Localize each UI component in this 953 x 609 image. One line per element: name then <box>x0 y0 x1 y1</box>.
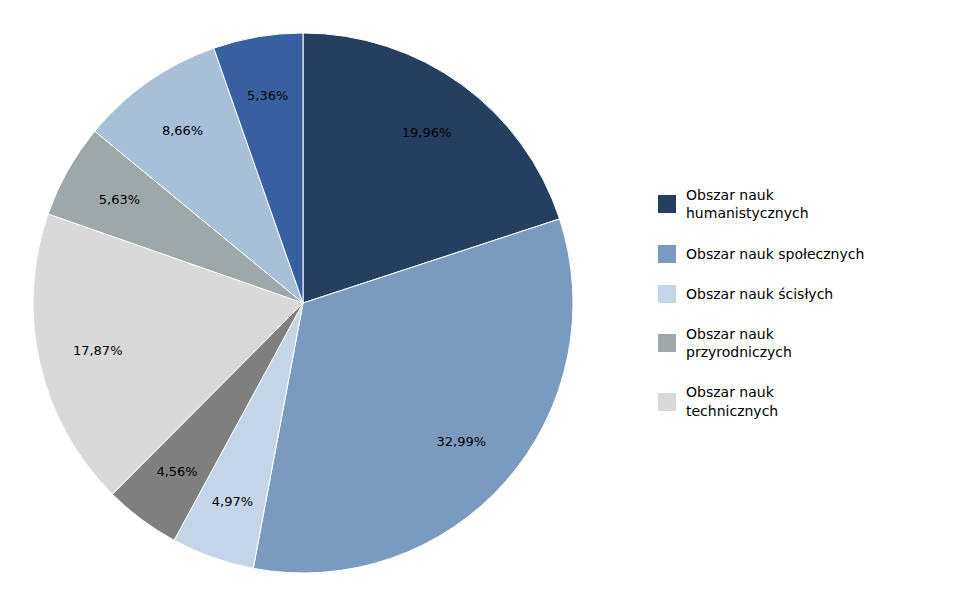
svg-text:32,99%: 32,99% <box>437 434 487 449</box>
svg-text:17,87%: 17,87% <box>73 343 123 358</box>
svg-text:5,63%: 5,63% <box>99 192 140 207</box>
html-text:Obszar nauk przyrodniczych: Obszar nauk przyrodniczych <box>686 326 792 361</box>
html-text:Obszar nauk humanistycznych: Obszar nauk humanistycznych <box>686 187 809 222</box>
svg-text:4,56%: 4,56% <box>156 464 197 479</box>
html-text:Obszar nauk technicznych: Obszar nauk technicznych <box>686 384 779 419</box>
svg-text:5,36%: 5,36% <box>247 88 288 103</box>
html-text:Obszar nauk społecznych: Obszar nauk społecznych <box>686 245 865 262</box>
svg-text:4,97%: 4,97% <box>212 494 253 509</box>
svg-text:19,96%: 19,96% <box>402 125 452 140</box>
html-text:Obszar nauk ścisłych: Obszar nauk ścisłych <box>686 285 834 302</box>
svg-text:8,66%: 8,66% <box>162 123 203 138</box>
